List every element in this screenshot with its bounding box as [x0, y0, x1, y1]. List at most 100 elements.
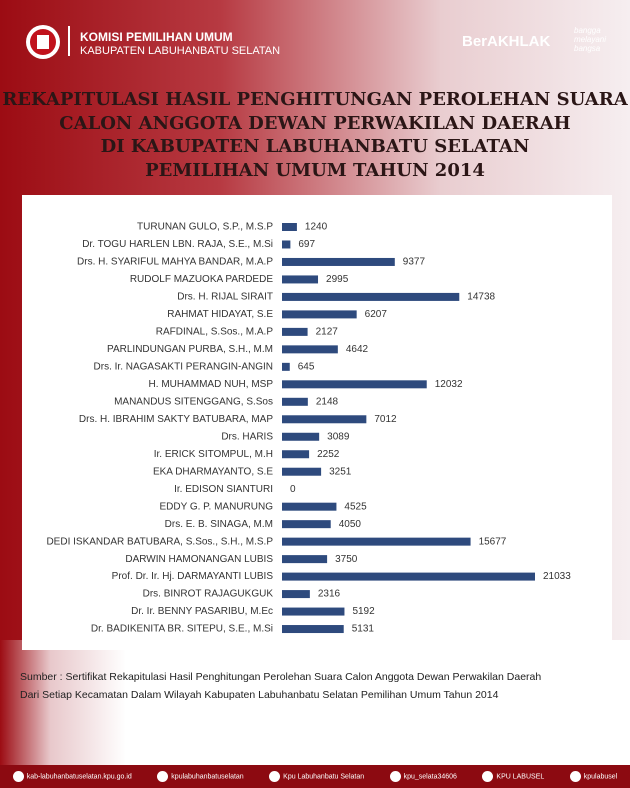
bar — [282, 310, 357, 319]
social-icon — [569, 771, 581, 782]
chart-title: REKAPITULASI HASIL PENGHITUNGAN PEROLEHA… — [0, 88, 630, 182]
bar — [282, 590, 310, 599]
bar — [282, 345, 338, 354]
social-icon — [269, 771, 281, 782]
category-label: PARLINDUNGAN PURBA, S.H., M.M — [107, 344, 273, 355]
value-label: 7012 — [374, 414, 397, 425]
link-text: KPU LABUSEL — [496, 773, 545, 781]
category-label: EKA DHARMAYANTO, S.E — [153, 466, 273, 477]
link-text: kpu_selata34606 — [403, 773, 457, 781]
category-label: Ir. EDISON SIANTURI — [174, 484, 273, 495]
category-label: Prof. Dr. Ir. Hj. DARMAYANTI LUBIS — [112, 571, 274, 582]
bar — [282, 240, 291, 249]
value-label: 6207 — [365, 309, 388, 320]
social-icon — [389, 771, 401, 782]
value-label: 2252 — [317, 449, 340, 460]
kpu-logo — [26, 25, 60, 59]
value-label: 21033 — [543, 571, 571, 582]
title-line: PEMILIHAN UMUM TAHUN 2014 — [145, 159, 485, 181]
value-label: 2995 — [326, 274, 349, 285]
value-label: 1240 — [305, 222, 328, 233]
region-name: KABUPATEN LABUHANBATU SELATAN — [80, 45, 281, 57]
link-text: kab-labuhanbatuselatan.kpu.go.id — [26, 773, 132, 781]
category-label: Dr. BADIKENITA BR. SITEPU, S.E., M.Si — [91, 624, 273, 635]
slogan-word: bangsa — [574, 44, 601, 53]
bar — [282, 275, 319, 284]
org-name: KOMISI PEMILIHAN UMUM — [80, 30, 233, 44]
slogan-sub: bangga melayani bangsa — [574, 26, 606, 53]
category-label: Ir. ERICK SITOMPUL, M.H — [154, 449, 273, 460]
bar — [282, 607, 345, 616]
bar — [282, 223, 297, 231]
category-label: EDDY G. P. MANURUNG — [159, 501, 273, 512]
value-label: 2127 — [316, 327, 339, 338]
bar — [282, 432, 320, 441]
category-label: Dr. Ir. BENNY PASARIBU, M.Ec — [131, 606, 273, 617]
category-label: Drs. Ir. NAGASAKTI PERANGIN-ANGIN — [94, 361, 273, 372]
link-text: kpulabusel — [583, 773, 618, 781]
social-link[interactable]: kab-labuhanbatuselatan.kpu.go.id — [12, 771, 132, 782]
social-link[interactable]: kpu_selata34606 — [389, 771, 457, 782]
category-label: H. MUHAMMAD NUH, MSP — [149, 379, 274, 390]
value-label: 4642 — [346, 344, 369, 355]
slogan: BerAKHLAK — [462, 33, 551, 50]
value-label: 15677 — [479, 536, 507, 547]
value-label: 12032 — [435, 379, 463, 390]
category-label: TURUNAN GULO, S.P., M.S.P — [137, 222, 273, 233]
value-label: 14738 — [467, 292, 495, 303]
category-label: DEDI ISKANDAR BATUBARA, S.Sos., S.H., M.… — [46, 536, 273, 547]
background-fade — [0, 640, 630, 765]
bar — [282, 572, 535, 581]
footer: kab-labuhanbatuselatan.kpu.go.id kpulabuh… — [0, 765, 630, 788]
social-link[interactable]: KPU LABUSEL — [482, 771, 544, 782]
value-label: 0 — [290, 484, 296, 495]
source-line: Sumber : Sertifikat Rekapitulasi Hasil P… — [20, 671, 542, 683]
category-label: Drs. H. SYARIFUL MAHYA BANDAR, M.A.P — [77, 257, 273, 268]
bar — [282, 467, 322, 476]
bar — [282, 520, 331, 529]
source-note: Sumber : Sertifikat Rekapitulasi Hasil P… — [20, 668, 541, 704]
value-label: 5192 — [352, 606, 375, 617]
value-label: 9377 — [403, 257, 426, 268]
bar — [282, 380, 427, 389]
category-label: DARWIN HAMONANGAN LUBIS — [125, 554, 273, 565]
link-text: kpulabuhanbatuselatan — [171, 773, 244, 781]
bar — [282, 450, 310, 459]
value-label: 5131 — [352, 624, 375, 635]
bar — [282, 415, 367, 424]
value-label: 645 — [298, 361, 315, 372]
category-label: RUDOLF MAZUOKA PARDEDE — [130, 274, 273, 285]
category-label: Drs. H. IBRAHIM SAKTY BATUBARA, MAP — [79, 414, 273, 425]
title-line: CALON ANGGOTA DEWAN PERWAKILAN DAERAH — [59, 112, 571, 134]
bar — [282, 502, 337, 511]
bar — [282, 397, 308, 406]
link-text: Kpu Labuhanbatu Selatan — [283, 773, 365, 781]
bar — [282, 555, 328, 564]
title-line: DI KABUPATEN LABUHANBATU SELATAN — [100, 136, 530, 157]
bar — [282, 625, 344, 634]
value-label: 2316 — [318, 589, 341, 600]
social-link[interactable]: kpulabuhanbatuselatan — [157, 771, 244, 782]
category-label: MANANDUS SITENGGANG, S.Sos — [114, 396, 273, 407]
category-label: Drs. BINROT RAJAGUKGUK — [143, 589, 274, 600]
title-line: REKAPITULASI HASIL PENGHITUNGAN PEROLEHA… — [2, 89, 628, 110]
slogan-word: bangga — [574, 26, 601, 35]
bar — [282, 537, 471, 546]
social-link[interactable]: kpulabusel — [569, 771, 618, 782]
category-label: RAFDINAL, S.Sos., M.A.P — [156, 327, 274, 338]
bar — [282, 292, 460, 301]
value-label: 3089 — [327, 431, 350, 442]
divider — [68, 26, 70, 56]
value-label: 4050 — [339, 519, 362, 530]
category-label: Drs. HARIS — [221, 431, 273, 442]
social-link[interactable]: Kpu Labuhanbatu Selatan — [269, 771, 364, 782]
category-label: Drs. H. RIJAL SIRAIT — [177, 292, 273, 303]
value-label: 697 — [298, 239, 315, 250]
value-label: 4525 — [344, 501, 367, 512]
value-label: 3750 — [335, 554, 358, 565]
slogan-word: melayani — [574, 35, 607, 44]
category-label: Dr. TOGU HARLEN LBN. RAJA, S.E., M.Si — [82, 239, 273, 250]
social-icon — [157, 771, 169, 782]
value-label: 3251 — [329, 466, 352, 477]
